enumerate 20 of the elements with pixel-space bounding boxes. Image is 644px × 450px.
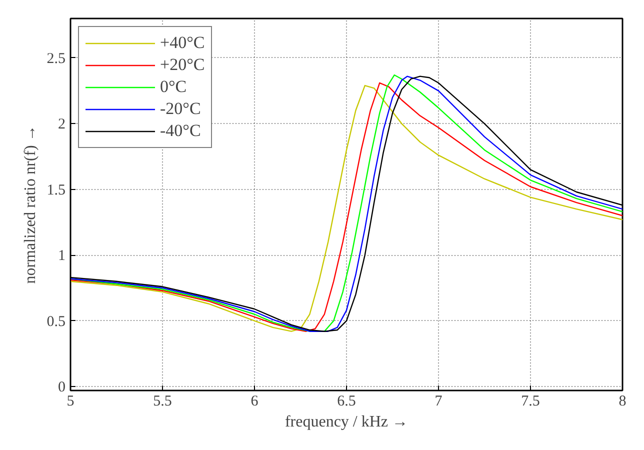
- y-tick-label: 1: [58, 248, 66, 264]
- y-tick-label: 1.5: [46, 182, 66, 198]
- x-tick-label: 6: [250, 394, 259, 410]
- legend-label: -20°C: [160, 99, 201, 119]
- y-tick-label: 2.5: [46, 50, 66, 67]
- y-tick-label: 2: [58, 116, 66, 133]
- x-tick-label: 7.5: [521, 394, 540, 410]
- x-tick-label: 6.5: [337, 394, 356, 410]
- legend-label: +20°C: [160, 55, 205, 75]
- y-tick-label: 0.5: [46, 314, 66, 330]
- legend-label: 0°C: [160, 77, 187, 97]
- x-tick-label: 5: [66, 394, 74, 410]
- legend-label: +40°C: [160, 33, 205, 53]
- x-tick-label: 5.5: [153, 394, 172, 410]
- y-tick-label: 0: [58, 380, 66, 396]
- y-axis-title: normalized ratio nr(f) →: [22, 125, 39, 284]
- legend-label: -40°C: [160, 121, 201, 141]
- x-tick-label: 8: [618, 394, 626, 410]
- x-axis-title: frequency / kHz →: [284, 414, 408, 430]
- x-tick-label: 7: [434, 394, 443, 410]
